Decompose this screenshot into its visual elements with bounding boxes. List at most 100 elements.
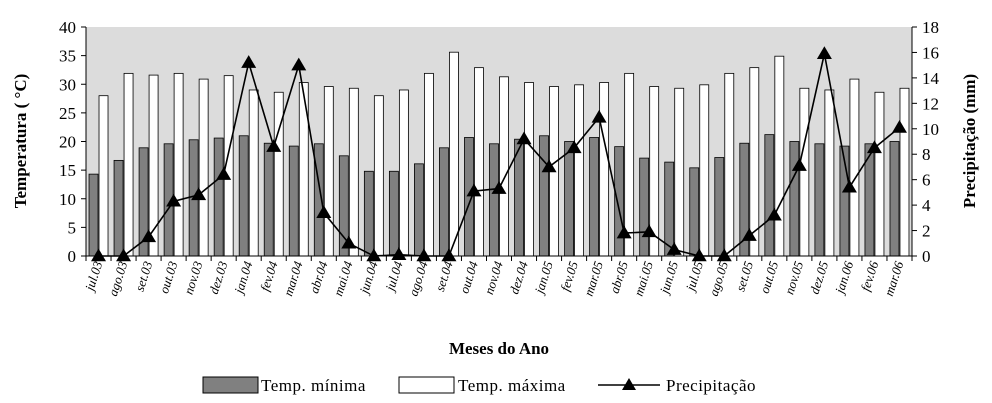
- max-temp-bar-26: [749, 67, 760, 257]
- category-label-16: nov.04: [481, 259, 506, 296]
- category-label-4: nov.03: [181, 259, 206, 296]
- min-temp-bar-22: [639, 157, 650, 257]
- min-temp-bar-6: [238, 135, 249, 257]
- y-tick-label-2: 10: [59, 190, 76, 209]
- y2-tick-label-8: 16: [922, 43, 939, 62]
- max-temp-bar-17: [524, 82, 534, 257]
- y-tick-label-0: 0: [68, 247, 77, 266]
- max-temp-bar-28: [799, 87, 810, 257]
- precipitation-point-5: [216, 167, 232, 180]
- precipitation-point-9: [316, 205, 332, 218]
- max-temp-bar-30: [849, 78, 860, 257]
- legend-marker-precip: [622, 378, 636, 390]
- precipitation-point-29: [816, 46, 832, 59]
- category-label-3: out.03: [156, 259, 181, 295]
- precipitation-point-0: [91, 248, 107, 262]
- max-temp-bar-27: [774, 55, 785, 257]
- y2-tick-label-0: 0: [922, 247, 931, 266]
- category-label-10: mai.04: [330, 259, 355, 298]
- min-temp-bar-23: [664, 161, 675, 257]
- y-tick-label-6: 30: [59, 75, 76, 94]
- category-label-14: set.04: [432, 259, 456, 293]
- precipitation-point-31: [866, 140, 882, 154]
- max-temp-bar-7: [273, 91, 284, 257]
- precipitation-point-7: [266, 139, 282, 152]
- min-temp-bar-13: [414, 163, 424, 257]
- y2-tick-label-2: 4: [922, 196, 931, 215]
- precipitation-point-21: [616, 225, 632, 239]
- max-temp-bar-12: [398, 89, 409, 257]
- max-temp-bar-10: [348, 87, 359, 257]
- left-axis-tick-labels: 0 5 10 15 20 25 30 35 40: [59, 18, 76, 266]
- category-label-29: dez.05: [807, 259, 832, 296]
- precipitation-point-18: [541, 159, 557, 173]
- x-axis-title: Meses do Ano: [449, 339, 549, 358]
- precipitation-point-11: [366, 248, 382, 262]
- max-temp-bar-32: [899, 87, 910, 257]
- category-label-12: jul.04: [382, 259, 406, 295]
- category-label-9: abr.04: [306, 259, 331, 295]
- max-temp-bar-0: [98, 95, 109, 257]
- precipitation-point-28: [791, 158, 807, 171]
- y2-tick-label-6: 12: [922, 94, 939, 113]
- precipitation-point-6: [241, 55, 257, 68]
- y-tick-label-1: 5: [68, 218, 77, 237]
- precipitation-point-3: [166, 193, 182, 207]
- precipitation-point-15: [466, 183, 482, 197]
- category-label-20: mar.05: [581, 259, 606, 298]
- min-temp-bar-24: [689, 167, 700, 257]
- precipitation-point-22: [641, 224, 657, 238]
- max-temp-bar-23: [674, 87, 685, 257]
- max-temperature-bars: [98, 51, 910, 257]
- max-temp-bar-11: [373, 95, 384, 257]
- max-temp-bar-14: [449, 51, 459, 257]
- max-temp-bar-1: [123, 72, 134, 257]
- y2-tick-label-9: 18: [922, 18, 939, 37]
- precipitation-point-26: [741, 228, 757, 241]
- category-label-1: ago.03: [105, 259, 130, 298]
- precipitation-point-12: [391, 247, 407, 260]
- category-label-6: jan.04: [231, 259, 256, 297]
- y-tick-label-4: 20: [59, 133, 76, 152]
- category-label-13: ago.04: [405, 259, 430, 298]
- max-temp-bar-15: [474, 67, 484, 257]
- min-temp-bar-21: [614, 146, 625, 257]
- min-temp-bar-1: [113, 159, 124, 257]
- max-temp-bar-16: [499, 76, 509, 257]
- min-temp-bar-0: [88, 173, 99, 257]
- max-temp-bar-19: [574, 84, 584, 257]
- y2-tick-label-5: 10: [922, 120, 939, 139]
- category-label-31: fev.06: [858, 259, 882, 293]
- precipitation-point-1: [116, 248, 132, 262]
- y-tick-label-3: 15: [59, 161, 76, 180]
- legend-label-max: Temp. máxima: [458, 376, 566, 395]
- min-temp-bar-12: [388, 170, 399, 257]
- precipitation-point-19: [566, 140, 582, 154]
- max-temp-bar-20: [599, 82, 610, 257]
- category-label-17: dez.04: [506, 259, 531, 296]
- max-temp-bar-21: [624, 72, 635, 257]
- min-temperature-bars: [88, 134, 900, 257]
- category-label-0: jul.03: [81, 259, 105, 295]
- y-axis-title: Temperatura ( °C): [11, 74, 30, 209]
- category-label-8: mar.04: [280, 259, 305, 298]
- category-label-21: abr.05: [607, 259, 632, 295]
- max-temp-bar-6: [248, 89, 259, 257]
- min-temp-bar-19: [564, 141, 574, 257]
- min-temp-bar-11: [363, 170, 374, 257]
- category-label-15: out.04: [456, 259, 481, 295]
- precipitation-point-4: [191, 187, 207, 201]
- category-label-5: dez.03: [206, 259, 231, 296]
- category-label-30: jan.06: [831, 259, 856, 297]
- category-label-18: jan.05: [531, 259, 556, 297]
- precipitation-point-17: [516, 131, 532, 145]
- min-temp-bar-29: [814, 143, 825, 257]
- min-temp-bar-20: [589, 137, 600, 257]
- precipitation-point-32: [891, 120, 907, 133]
- right-axis-tick-labels: 0 2 4 6 8 10 12 14 16 18: [922, 18, 940, 266]
- legend: Temp. mínima Temp. máxima Precipitação: [202, 376, 756, 395]
- min-temp-bar-16: [489, 143, 499, 257]
- axes: [81, 26, 917, 261]
- category-label-23: jun.05: [656, 259, 681, 297]
